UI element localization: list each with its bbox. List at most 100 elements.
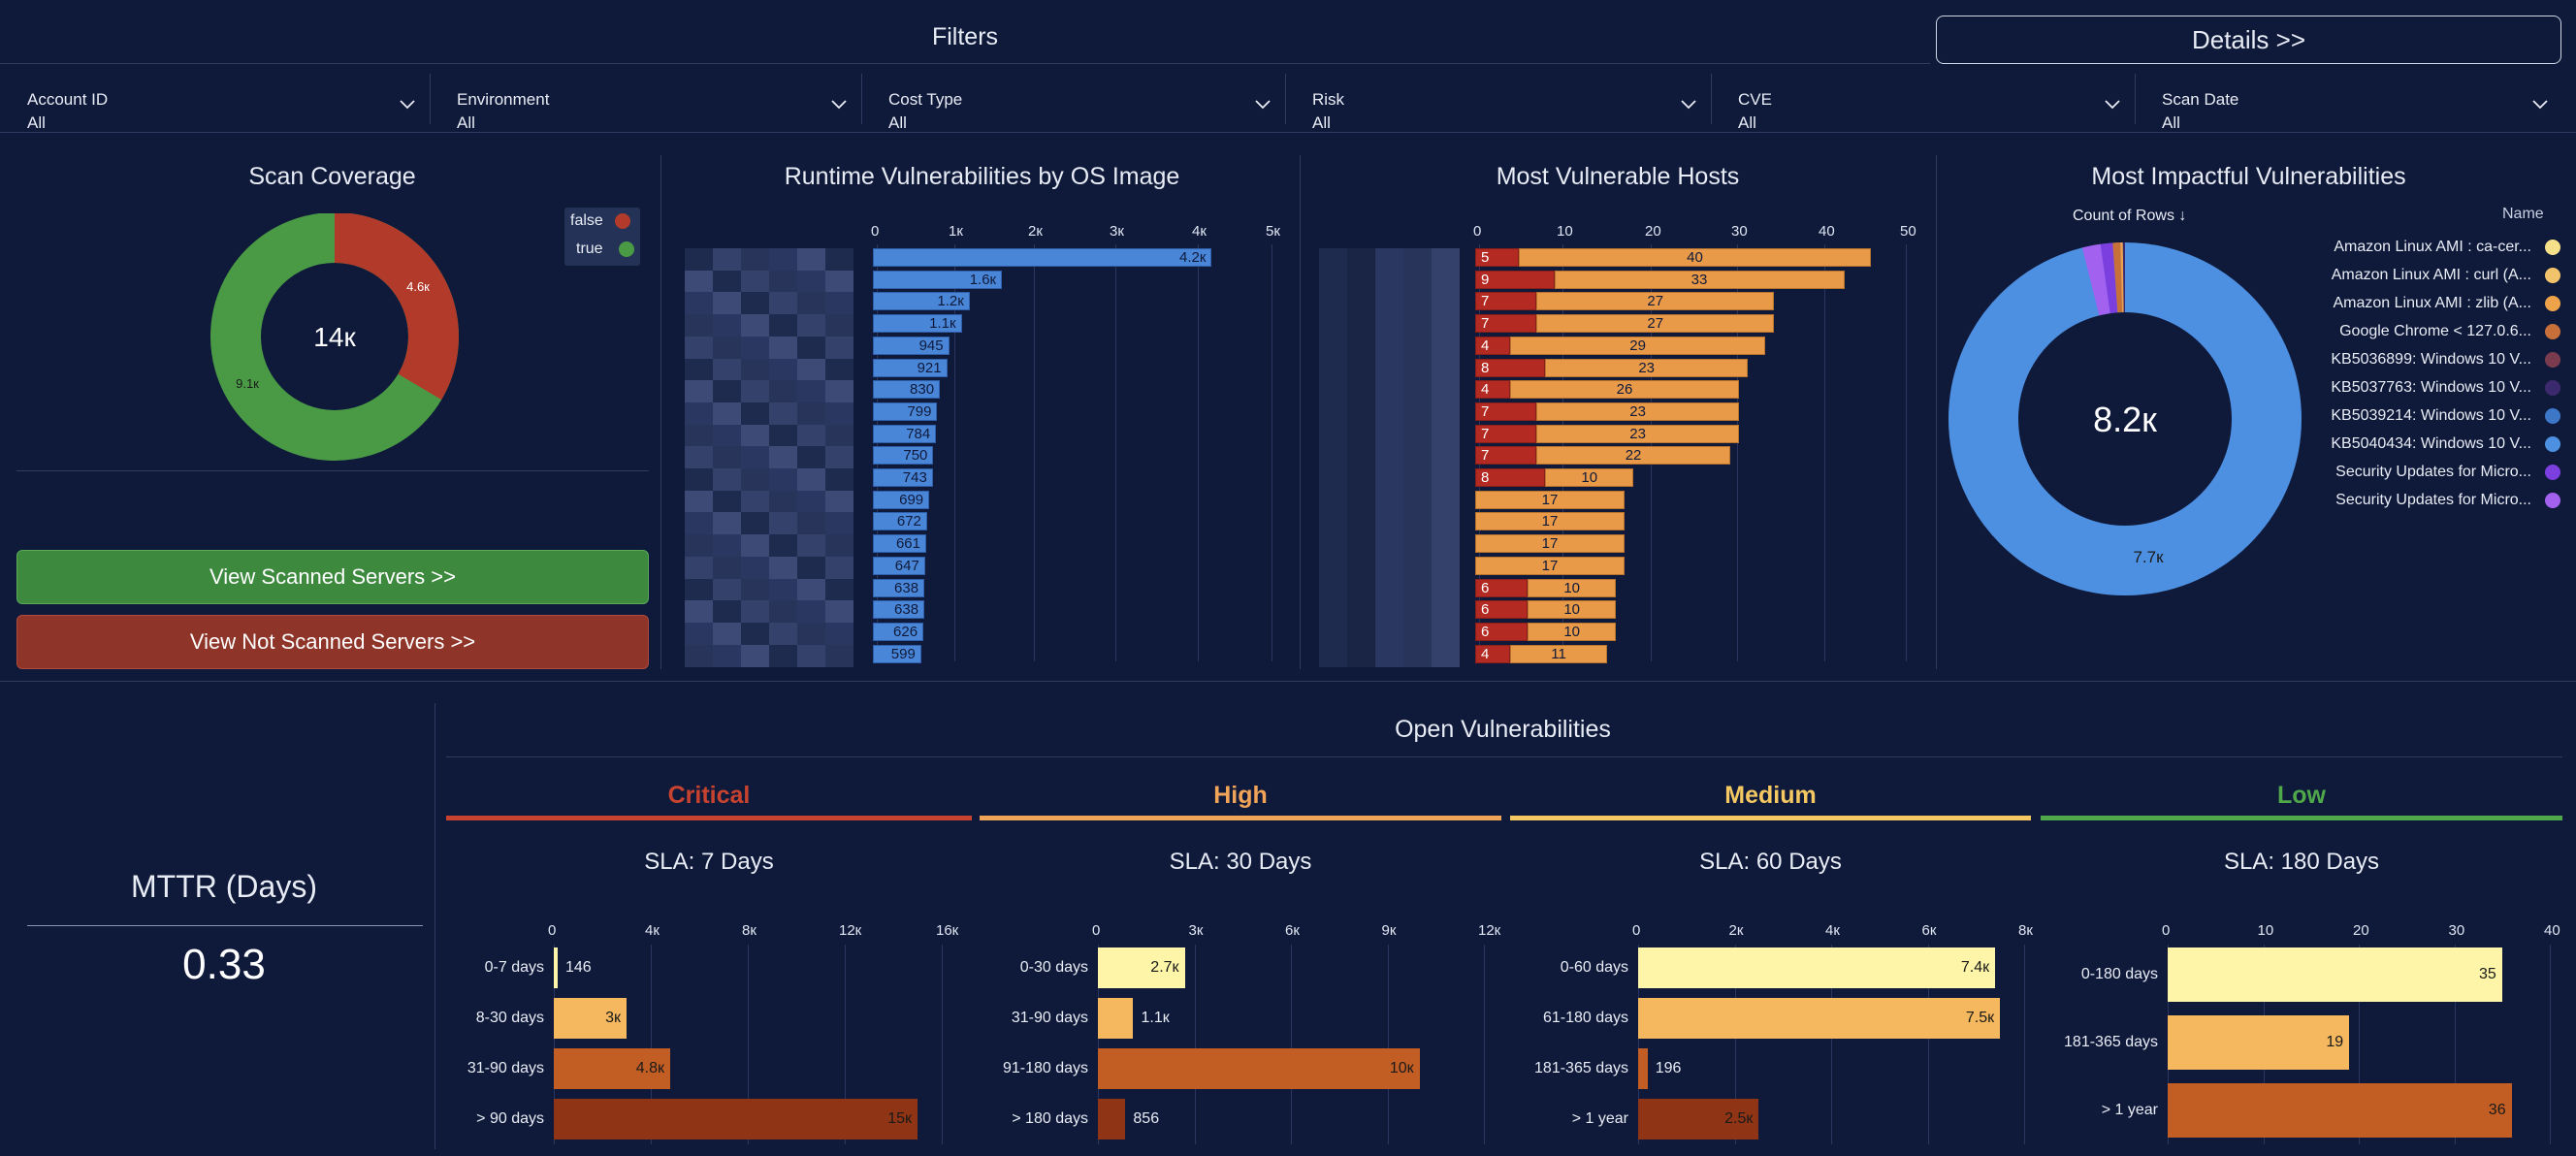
runtime-bar[interactable] [873, 401, 938, 421]
hosts-gridline [1737, 244, 1738, 661]
severity-bar[interactable] [1098, 947, 1185, 988]
runtime-bar[interactable] [873, 292, 970, 311]
filter-dropdown-cve[interactable]: CVE All [1711, 74, 2135, 132]
host-critical-bar[interactable] [1475, 644, 1511, 663]
severity-bar[interactable] [1638, 998, 2001, 1039]
host-high-bar[interactable] [1554, 270, 1845, 289]
severity-bar[interactable] [1098, 1099, 1126, 1140]
impactful-legend-label: Amazon Linux AMI : zlib (A... [2333, 295, 2531, 311]
filter-dropdown-account-id[interactable]: Account ID All [0, 74, 430, 132]
host-high-bar[interactable] [1510, 644, 1607, 663]
host-critical-label: 4 [1481, 645, 1490, 662]
host-high-bar[interactable] [1528, 622, 1616, 641]
runtime-bar[interactable] [873, 534, 926, 554]
runtime-bar[interactable] [873, 644, 921, 663]
severity-bar[interactable] [1638, 1048, 1648, 1089]
host-high-label: 40 [1687, 249, 1703, 266]
host-critical-bar[interactable] [1475, 600, 1529, 620]
severity-bar[interactable] [1098, 1048, 1420, 1089]
runtime-bar[interactable] [873, 358, 948, 377]
severity-bar[interactable] [2168, 947, 2502, 1002]
hosts-axis-tick: 40 [1819, 223, 1835, 240]
runtime-bar[interactable] [873, 600, 925, 620]
legend-item-true[interactable]: true [576, 241, 635, 258]
host-high-bar[interactable] [1510, 380, 1739, 400]
host-critical-bar[interactable] [1475, 622, 1529, 641]
runtime-bar[interactable] [873, 424, 937, 443]
host-critical-bar[interactable] [1475, 358, 1546, 377]
host-critical-bar[interactable] [1475, 424, 1537, 443]
host-critical-bar[interactable] [1475, 446, 1537, 466]
host-high-bar[interactable] [1519, 248, 1871, 267]
severity-bar[interactable] [2168, 1015, 2350, 1070]
runtime-bar[interactable] [873, 490, 930, 509]
filter-dropdown-scan-date[interactable]: Scan Date All [2135, 74, 2562, 132]
redacted-image-name [741, 644, 769, 667]
redacted-host-name [1319, 401, 1347, 425]
severity-bar[interactable] [554, 998, 627, 1039]
severity-bar[interactable] [2168, 1083, 2512, 1138]
runtime-bar[interactable] [873, 380, 941, 400]
host-high-bar[interactable] [1545, 468, 1634, 487]
host-high-bar[interactable] [1536, 424, 1739, 443]
host-high-bar[interactable] [1475, 556, 1626, 575]
host-critical-bar[interactable] [1475, 468, 1546, 487]
host-high-bar[interactable] [1536, 401, 1739, 421]
host-critical-bar[interactable] [1475, 336, 1511, 355]
severity-value-label: 7.5к [1965, 1010, 1995, 1026]
severity-bar[interactable] [554, 947, 558, 988]
host-high-label: 17 [1541, 513, 1559, 530]
redacted-image-name [797, 490, 825, 513]
host-high-bar[interactable] [1545, 358, 1748, 377]
host-critical-bar[interactable] [1475, 292, 1537, 311]
filter-dropdown-cost-type[interactable]: Cost Type All [861, 74, 1285, 132]
runtime-bar[interactable] [873, 512, 927, 531]
runtime-bar[interactable] [873, 468, 933, 487]
severity-gridline [1734, 945, 1736, 1144]
severity-gridline [942, 945, 943, 1144]
redacted-host-name [1375, 336, 1403, 359]
runtime-bar-label: 647 [894, 557, 919, 574]
host-critical-bar[interactable] [1475, 248, 1520, 267]
host-high-bar[interactable] [1475, 534, 1626, 554]
runtime-bar[interactable] [873, 556, 925, 575]
severity-bar[interactable] [554, 1048, 670, 1089]
section-divider [0, 681, 2576, 682]
host-critical-bar[interactable] [1475, 314, 1537, 334]
filter-dropdown-risk[interactable]: Risk All [1285, 74, 1711, 132]
sort-label[interactable]: Count of Rows ↓ [2073, 208, 2187, 224]
host-high-bar[interactable] [1536, 292, 1775, 311]
host-critical-bar[interactable] [1475, 380, 1511, 400]
severity-bar[interactable] [554, 1099, 918, 1140]
redacted-image-name [713, 534, 741, 558]
filter-dropdown-environment[interactable]: Environment All [430, 74, 861, 132]
details-button[interactable]: Details >> [1936, 16, 2561, 64]
redacted-image-name [797, 644, 825, 667]
legend-item-false[interactable]: false [570, 212, 631, 230]
runtime-bar[interactable] [873, 578, 925, 597]
view-scanned-servers-button[interactable]: View Scanned Servers >> [16, 550, 649, 604]
host-high-bar[interactable] [1536, 446, 1730, 466]
host-high-bar[interactable] [1528, 600, 1616, 620]
host-critical-bar[interactable] [1475, 270, 1555, 289]
severity-bar[interactable] [1638, 947, 1996, 988]
host-critical-bar[interactable] [1475, 578, 1529, 597]
runtime-bar[interactable] [873, 270, 1003, 289]
host-high-bar[interactable] [1536, 314, 1775, 334]
host-high-bar[interactable] [1475, 490, 1626, 509]
severity-bar[interactable] [1098, 998, 1134, 1039]
runtime-bar[interactable] [873, 314, 962, 334]
severity-category-label: 181-365 days [1534, 1060, 1628, 1076]
runtime-bar[interactable] [873, 446, 934, 466]
view-not-scanned-servers-button[interactable]: View Not Scanned Servers >> [16, 615, 649, 669]
host-critical-bar[interactable] [1475, 401, 1537, 421]
host-high-bar[interactable] [1528, 578, 1616, 597]
runtime-bar[interactable] [873, 248, 1212, 267]
redacted-image-name [713, 248, 741, 271]
severity-bar[interactable] [1638, 1099, 1759, 1140]
runtime-bar[interactable] [873, 622, 924, 641]
host-high-bar[interactable] [1510, 336, 1765, 355]
runtime-bar[interactable] [873, 336, 950, 355]
redacted-host-name [1432, 401, 1460, 425]
host-high-bar[interactable] [1475, 512, 1626, 531]
